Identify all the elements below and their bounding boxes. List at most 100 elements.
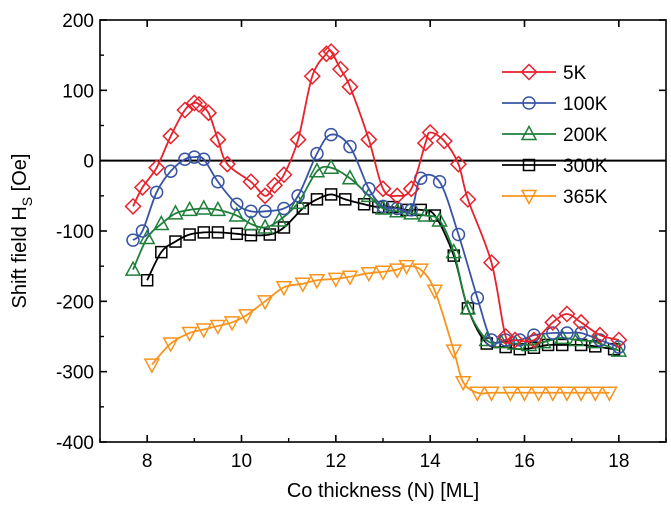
- series-5K: [124, 43, 628, 349]
- data-point-200K: [181, 200, 198, 217]
- legend-marker: [522, 158, 536, 172]
- data-point-5K: [190, 95, 208, 113]
- data-point-100K: [197, 152, 211, 167]
- x-axis-ticks: 8 10 12 14 16 18: [99, 20, 667, 472]
- y-axis-title-unit: [Oe]: [9, 154, 31, 197]
- data-point-5K: [322, 43, 340, 61]
- data-point-5K: [610, 331, 628, 349]
- x-axis-title: Co thickness (N) [ML]: [287, 480, 479, 502]
- data-point-200K: [228, 206, 246, 222]
- data-point-200K: [308, 162, 326, 178]
- data-point-5K: [558, 305, 576, 323]
- data-point-100K: [149, 185, 164, 200]
- data-point-365K: [502, 386, 519, 402]
- data-point-300K: [230, 227, 244, 241]
- data-point-200K: [459, 299, 477, 315]
- data-point-365K: [445, 344, 463, 360]
- legend-marker: [520, 63, 538, 81]
- data-point-365K: [398, 259, 415, 276]
- data-point-365K: [516, 386, 533, 402]
- series-line-365K: [151, 265, 610, 395]
- data-point-5K: [341, 78, 359, 96]
- legend-marker: [520, 189, 538, 206]
- data-point-5K: [360, 131, 378, 149]
- data-point-300K: [541, 338, 555, 352]
- data-point-365K: [558, 386, 576, 402]
- x-tick-label: 8: [142, 451, 153, 472]
- data-point-300K: [155, 245, 168, 259]
- legend-item-365K: 365K: [502, 187, 608, 208]
- data-point-100K: [187, 150, 202, 164]
- data-point-365K: [181, 326, 198, 343]
- legend-label: 365K: [563, 187, 608, 208]
- data-point-300K: [211, 226, 225, 239]
- data-point-200K: [445, 243, 463, 259]
- data-point-300K: [357, 198, 371, 211]
- data-point-300K: [555, 338, 569, 352]
- data-point-100K: [291, 189, 305, 203]
- data-point-100K: [612, 340, 626, 354]
- data-point-100K: [211, 175, 225, 189]
- data-point-5K: [162, 127, 180, 145]
- y-tick-label: 200: [62, 11, 94, 32]
- data-point-200K: [610, 341, 628, 357]
- data-point-100K: [135, 224, 150, 238]
- data-point-100K: [451, 227, 466, 242]
- data-point-5K: [449, 155, 468, 173]
- data-point-5K: [435, 132, 453, 150]
- x-tick-label: 14: [420, 451, 442, 472]
- data-point-100K: [258, 204, 272, 219]
- data-point-100K: [432, 175, 447, 189]
- data-point-5K: [265, 176, 284, 194]
- y-tick-label: 100: [62, 81, 94, 102]
- series-365K: [143, 259, 618, 402]
- data-point-365K: [469, 386, 486, 402]
- legend: 5K 100K 200K 300K 365K: [502, 63, 608, 208]
- y-tick-label: 0: [83, 152, 94, 173]
- data-point-100K: [593, 333, 607, 347]
- data-point-5K: [242, 173, 260, 191]
- data-point-200K: [520, 335, 538, 352]
- data-point-5K: [482, 254, 501, 272]
- data-point-5K: [388, 187, 406, 205]
- data-point-365K: [483, 386, 500, 402]
- data-point-365K: [237, 309, 255, 325]
- data-point-5K: [133, 178, 152, 196]
- data-point-5K: [256, 187, 274, 205]
- data-point-200K: [322, 158, 340, 174]
- x-tick-label: 16: [514, 451, 535, 472]
- data-point-300K: [310, 193, 324, 206]
- legend-label: 300K: [563, 156, 608, 177]
- y-tick-label: -400: [56, 433, 94, 454]
- y-tick-label: -100: [56, 222, 94, 243]
- legend-label: 5K: [563, 63, 587, 84]
- series-layer: [124, 43, 628, 402]
- data-point-200K: [195, 199, 213, 215]
- data-point-365K: [360, 266, 378, 283]
- data-point-5K: [185, 94, 203, 112]
- data-point-300K: [169, 235, 182, 248]
- y-axis-title-subscript: S: [19, 197, 35, 206]
- data-point-365K: [544, 386, 562, 402]
- legend-item-100K: 100K: [502, 94, 608, 115]
- data-point-5K: [275, 166, 293, 184]
- data-point-100K: [277, 201, 291, 216]
- data-point-365K: [374, 265, 392, 281]
- legend-label: 200K: [563, 125, 608, 146]
- y-axis-title-main: Shift field H: [9, 206, 31, 308]
- data-point-100K: [244, 204, 258, 219]
- data-point-365K: [162, 337, 180, 353]
- data-point-300K: [324, 188, 338, 201]
- data-point-100K: [126, 233, 140, 247]
- data-point-365K: [586, 386, 604, 402]
- data-point-5K: [199, 104, 218, 122]
- data-point-200K: [417, 206, 434, 222]
- data-point-5K: [402, 180, 420, 198]
- svg-text:Shift field HS [Oe]: Shift field HS [Oe]: [9, 154, 35, 309]
- data-point-100K: [310, 146, 324, 161]
- x-tick-label: 18: [608, 451, 629, 472]
- data-point-5K: [497, 327, 515, 346]
- data-point-5K: [209, 131, 227, 149]
- data-point-100K: [376, 199, 390, 214]
